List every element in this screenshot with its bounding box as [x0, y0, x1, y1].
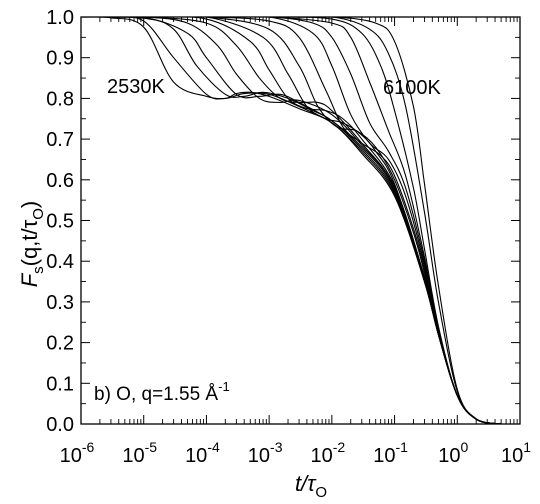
panel-label: b) O, q=1.55 Å-1	[94, 379, 230, 405]
panel-label-text: b) O, q=1.55 Å	[94, 384, 218, 405]
y-axis-label-main: F	[17, 272, 42, 287]
x-tick-label: 10-3	[248, 439, 283, 467]
x-tick-label: 101	[501, 439, 531, 467]
annotation-low-temp: 2530K	[107, 76, 165, 98]
y-tick-label: 0.2	[46, 333, 74, 355]
y-tick-label: 0.1	[46, 373, 74, 395]
y-tick-label: 0.3	[46, 292, 74, 314]
x-axis-label-sub: O	[315, 484, 327, 501]
y-tick-label: 1.0	[46, 7, 74, 29]
x-axis-label: t/τO	[295, 471, 327, 501]
x-tick-label: 100	[438, 439, 468, 467]
x-tick-label: 10-6	[60, 439, 95, 467]
y-axis-label-close: )	[17, 201, 42, 208]
x-axis-label-main: t/τ	[295, 471, 317, 496]
y-tick-label: 0.8	[46, 88, 74, 110]
y-tick-label: 0.9	[46, 48, 74, 70]
x-tick-label: 10-1	[373, 439, 408, 467]
x-tick-label: 10-2	[311, 439, 346, 467]
y-axis-label-sub1: s	[30, 266, 47, 274]
y-tick-label: 0.6	[46, 170, 74, 192]
labels-layer: 10-6 10-5 10-4 10-3 10-2 10-1 100 101 0.0 0.1 0.2 0…	[46, 7, 531, 467]
y-tick-label: 0.5	[46, 211, 74, 233]
y-tick-label: 0.0	[46, 414, 74, 436]
y-tick-label: 0.4	[46, 251, 74, 273]
panel-label-exponent: -1	[218, 379, 230, 394]
series-layer	[81, 17, 520, 424]
y-axis-label-args: (q,t/τ	[17, 219, 42, 266]
x-tick-label: 10-4	[185, 439, 220, 467]
series-line-16	[81, 17, 520, 424]
y-tick-label: 0.7	[46, 129, 74, 151]
y-axis-label: Fs(q,t/τO)	[17, 201, 47, 288]
y-axis-label-sub2: O	[30, 208, 47, 220]
ticks-layer	[80, 16, 521, 425]
x-tick-label: 10-5	[122, 439, 157, 467]
annotation-high-temp: 6100K	[383, 77, 441, 99]
